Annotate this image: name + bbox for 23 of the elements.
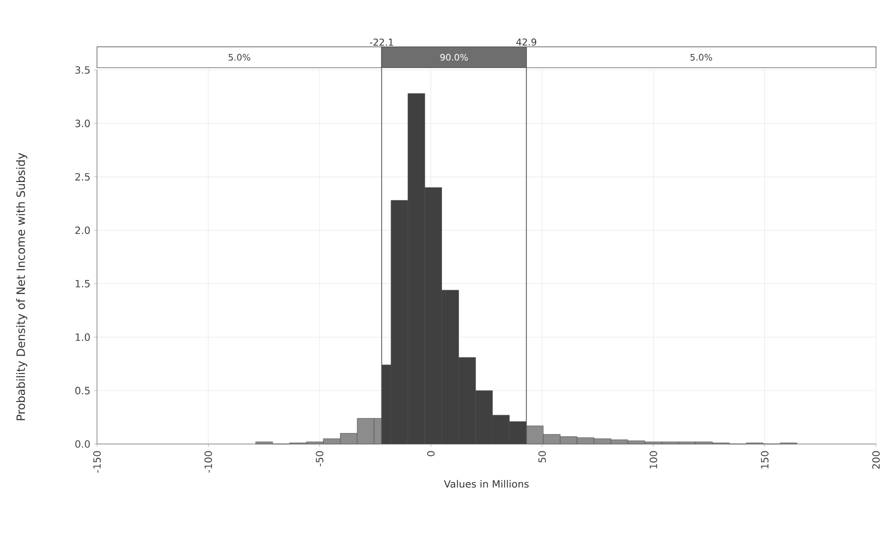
text: 90.0% [440,54,468,61]
y-tick-label: 3.5 [75,66,90,74]
text: 5.0% [228,54,250,61]
x-axis-title: Values in Millions [444,480,529,488]
ref-line-label: 42.9 [516,38,536,46]
y-tick-label: 0.5 [75,386,90,394]
ref-line-label: -22.1 [370,38,394,46]
y-tick-label: 2.0 [75,226,90,234]
x-tick-label: 50 [538,451,546,462]
x-tick-label: 100 [650,451,658,468]
y-tick-label: 1.5 [76,280,90,288]
y-axis-title: Probability Density of Net Income with Subsidy [16,152,28,420]
y-tick-label: 0.0 [75,440,90,448]
x-tick-label: 150 [760,451,768,468]
y-tick-label: 2.5 [75,173,90,181]
y-tick-label: 1.0 [76,333,90,341]
x-tick-label: 200 [872,451,880,469]
x-tick-label: 0 [427,451,435,456]
x-tick-label: -100 [204,451,212,473]
x-tick-label: -150 [93,451,101,473]
text: 5.0% [690,54,712,61]
y-tick-label: 3.0 [75,120,90,128]
x-tick-label: -50 [316,451,324,466]
